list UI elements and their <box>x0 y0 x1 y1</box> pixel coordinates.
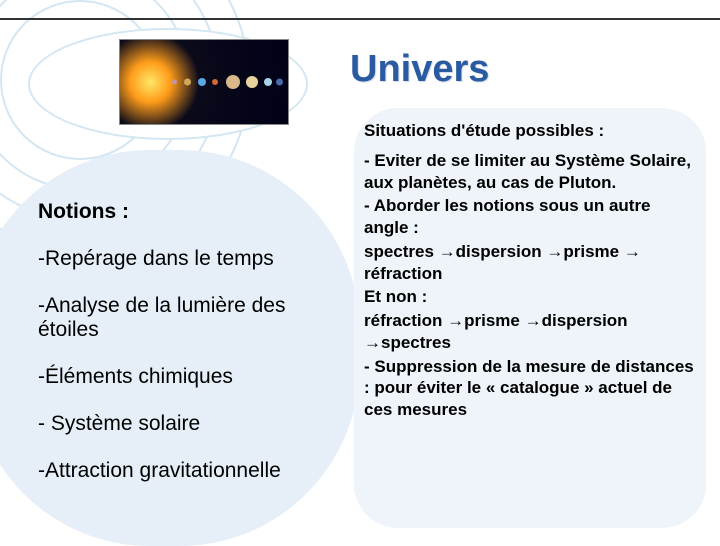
situations-text: spectres →dispersion →prisme → réfractio… <box>364 241 698 285</box>
notion-item: -Repérage dans le temps <box>38 247 338 272</box>
notions-column: Notions : -Repérage dans le temps -Analy… <box>38 200 338 505</box>
situations-text: - Eviter de se limiter au Système Solair… <box>364 150 698 194</box>
solar-system-image <box>120 40 288 124</box>
situations-text: - Aborder les notions sous un autre angl… <box>364 195 698 239</box>
situations-heading: Situations d'étude possibles : <box>364 120 698 142</box>
situations-text: - Suppression de la mesure de distances … <box>364 356 698 421</box>
top-divider <box>0 18 720 20</box>
notion-item: -Analyse de la lumière des étoiles <box>38 294 338 344</box>
page-title: Univers <box>350 48 489 91</box>
notions-heading: Notions : <box>38 200 338 225</box>
notion-item: -Éléments chimiques <box>38 365 338 390</box>
notion-item: - Système solaire <box>38 412 338 437</box>
situations-text: Et non : <box>364 286 698 308</box>
situations-text: réfraction →prisme →dispersion →spectres <box>364 310 698 354</box>
situations-panel: Situations d'étude possibles : - Eviter … <box>354 108 706 528</box>
notion-item: -Attraction gravitationnelle <box>38 459 338 484</box>
